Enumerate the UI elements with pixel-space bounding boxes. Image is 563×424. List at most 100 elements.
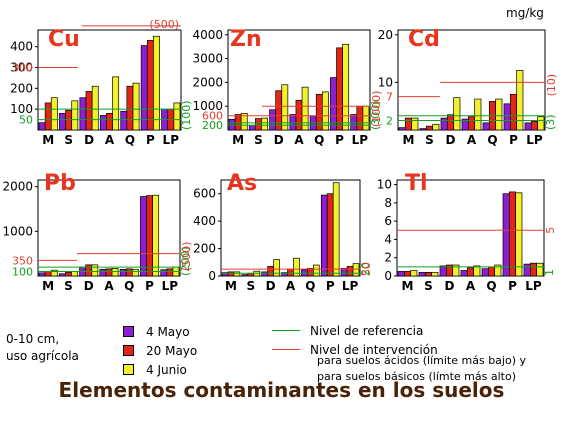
bar-q-1 — [487, 266, 496, 277]
x-tick-label: Q — [487, 133, 497, 147]
element-title: Tl — [405, 171, 428, 196]
intervention-label: 7 — [386, 91, 393, 104]
x-tick-label: Q — [124, 279, 134, 293]
bar-p-1 — [336, 47, 343, 131]
bar-q-2 — [312, 264, 320, 277]
x-tick-label: S — [64, 133, 73, 147]
y-tick-label: 0 — [208, 269, 216, 283]
x-tick-label: P — [335, 133, 344, 147]
y-tick-label: 4000 — [192, 28, 223, 42]
intervention-label: (10) — [545, 74, 558, 97]
x-tick-label: Q — [305, 279, 315, 293]
y-tick-label: 100 — [10, 102, 33, 116]
y-tick-label: 10 — [377, 178, 392, 192]
bar-d-0 — [439, 265, 447, 277]
bar-lp-1 — [346, 266, 354, 277]
unit-label: mg/kg — [506, 6, 544, 20]
bar-d-2 — [452, 264, 460, 277]
bar-d-1 — [85, 264, 93, 277]
x-tick-label: S — [64, 279, 73, 293]
x-tick-label: LP — [162, 279, 179, 293]
x-tick-label: M — [42, 279, 54, 293]
reference-label: 1 — [543, 269, 556, 276]
x-tick-label: S — [424, 279, 433, 293]
bar-a-2 — [473, 265, 481, 277]
x-tick-label: LP — [525, 279, 542, 293]
x-tick-label: M — [42, 133, 54, 147]
bar-p-0 — [140, 196, 147, 277]
x-tick-label: LP — [163, 133, 180, 147]
x-tick-label: A — [467, 133, 477, 147]
y-tick-label: 1000 — [2, 224, 33, 238]
x-tick-label: S — [254, 133, 263, 147]
bar-a-0 — [99, 268, 107, 277]
x-tick-label: P — [326, 279, 335, 293]
x-tick-label: D — [446, 133, 456, 147]
bar-m-2 — [411, 117, 419, 131]
x-tick-label: M — [403, 133, 415, 147]
legend-label: 4 Mayo — [146, 324, 190, 339]
bar-q-1 — [125, 268, 133, 277]
y-tick-label: 8 — [384, 196, 392, 210]
bar-a-2 — [293, 257, 300, 277]
x-tick-label: LP — [352, 133, 369, 147]
x-tick-label: Q — [125, 133, 135, 147]
reference-label: 100 — [12, 266, 33, 279]
legend-item: 4 Mayo — [123, 322, 197, 341]
bar-s-0 — [418, 271, 426, 277]
bar-q-2 — [132, 82, 140, 131]
x-tick-label: A — [294, 133, 304, 147]
bar-m-1 — [44, 271, 52, 277]
bar-s-0 — [58, 273, 66, 277]
bar-lp-0 — [524, 122, 532, 131]
y-tick-label: 300 — [10, 61, 33, 75]
intervention-description: para suelos ácidos (límite más bajo) y p… — [317, 353, 526, 385]
bar-p-1 — [146, 40, 154, 131]
legend-swatch — [123, 326, 134, 337]
y-tick-label: 0 — [384, 269, 392, 283]
levels-legend: Nivel de referencia Nivel de intervenció… — [272, 321, 438, 359]
bar-d-0 — [79, 97, 87, 131]
x-tick-label: Q — [314, 133, 324, 147]
bar-d-0 — [440, 117, 448, 131]
bar-d-2 — [281, 84, 289, 131]
x-tick-label: A — [286, 279, 296, 293]
bar-d-1 — [446, 114, 455, 131]
y-tick-label: 3000 — [192, 52, 223, 66]
bar-p-0 — [502, 193, 510, 277]
page-title: Elementos contaminantes en los suelos — [58, 378, 505, 402]
bar-p-2 — [332, 182, 340, 277]
y-tick-label: 20 — [378, 28, 393, 42]
bar-m-2 — [410, 270, 418, 277]
reference-line-swatch — [272, 330, 300, 331]
x-tick-label: P — [146, 133, 155, 147]
bar-p-1 — [146, 195, 153, 277]
bar-lp-1 — [356, 105, 364, 131]
intervention-label: Nivel de intervención — [310, 342, 438, 357]
y-tick-label: 400 — [10, 40, 33, 54]
y-tick-label: 4 — [384, 232, 392, 246]
bar-lp-2 — [537, 116, 545, 131]
x-tick-label: A — [466, 279, 476, 293]
x-tick-label: A — [104, 279, 114, 293]
y-tick-label: 6 — [384, 214, 392, 228]
y-tick-label: 200 — [10, 81, 33, 95]
bar-s-2 — [261, 117, 268, 131]
bar-q-0 — [482, 122, 490, 131]
bar-lp-1 — [166, 268, 174, 277]
reference-label: (100) — [180, 100, 193, 130]
bar-s-0 — [59, 112, 66, 131]
bar-m-1 — [44, 102, 52, 131]
x-tick-label: D — [274, 133, 284, 147]
legend-item-intervention: Nivel de intervención — [272, 340, 438, 359]
bar-p-2 — [153, 35, 160, 131]
depth-note-line: 0-10 cm, — [6, 332, 60, 346]
bar-a-1 — [105, 268, 113, 277]
reference-label: 20 — [359, 262, 372, 276]
element-title: Cu — [48, 27, 80, 52]
bar-q-0 — [120, 110, 128, 131]
x-tick-label: A — [105, 133, 115, 147]
bar-d-2 — [453, 97, 461, 131]
